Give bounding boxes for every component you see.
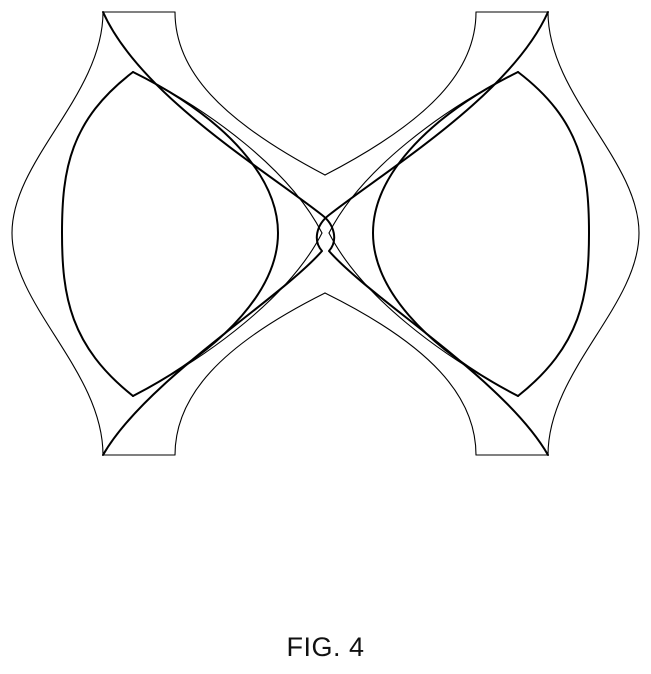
left-outer-edge xyxy=(12,12,103,455)
left-lobe xyxy=(12,12,322,455)
left-inner-lower-edge xyxy=(133,233,322,396)
band-b-top-curve xyxy=(325,12,476,175)
left-cavity-inner-edge xyxy=(133,72,278,396)
band-a-upper-edge xyxy=(103,12,548,455)
right-inner-lower-edge xyxy=(329,233,518,396)
right-outer-edge xyxy=(548,12,639,455)
left-cavity-outline xyxy=(62,72,133,396)
left-inner-upper-edge xyxy=(133,72,322,233)
right-lobe xyxy=(329,12,639,455)
right-cavity-outline xyxy=(518,72,589,396)
right-inner-upper-edge xyxy=(329,72,518,233)
band-b-bottom-curve xyxy=(175,293,325,455)
band-a-top-curve xyxy=(175,12,325,175)
band-b-upper-edge xyxy=(103,12,548,455)
crossing-bands xyxy=(103,12,548,455)
figure-caption: FIG. 4 xyxy=(0,632,651,663)
right-cavity-inner-edge xyxy=(373,72,518,396)
